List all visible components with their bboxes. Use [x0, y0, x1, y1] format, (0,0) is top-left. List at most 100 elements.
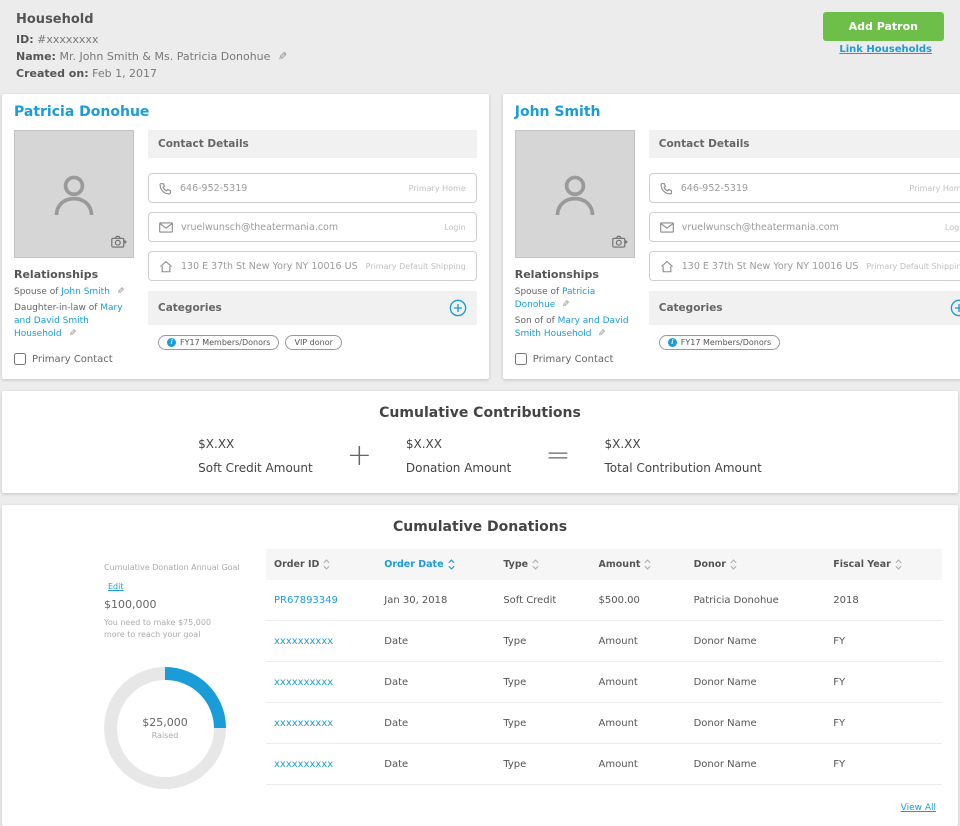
patron-name[interactable]: John Smith [515, 104, 960, 120]
raised-amount: $25,000 [142, 716, 188, 729]
donation-progress-donut: $25,000 Raised [104, 667, 226, 789]
edit-relationship-icon[interactable]: ✎ [117, 286, 125, 299]
relationship-link[interactable]: John Smith [61, 287, 110, 297]
link-households-link[interactable]: Link Households [839, 44, 932, 55]
email-value: vruelwunsch@theatermania.com [682, 222, 839, 233]
category-chip[interactable]: i FY17 Members/Donors [158, 335, 279, 350]
phone-type-label: Primary Home [401, 184, 466, 193]
email-field[interactable]: vruelwunsch@theatermania.com Login [649, 212, 960, 242]
edit-goal-link[interactable]: Edit [108, 582, 124, 591]
fiscal-year-cell: FY [825, 744, 942, 785]
donation-amount-label: Donation Amount [406, 461, 512, 475]
add-category-icon[interactable] [950, 299, 960, 317]
envelope-icon [660, 222, 674, 233]
column-header-order-id[interactable]: Order ID [266, 549, 376, 580]
address-value: 130 E 37th St New Yory NY 10016 US [682, 261, 859, 272]
home-icon [660, 260, 674, 273]
raised-label: Raised [152, 731, 179, 740]
primary-contact-label: Primary Contact [32, 354, 113, 365]
primary-contact-checkbox[interactable] [14, 353, 26, 365]
order-id-link[interactable]: xxxxxxxxxx [266, 703, 376, 744]
address-field[interactable]: 130 E 37th St New Yory NY 10016 US Prima… [649, 251, 960, 281]
fiscal-year-cell: 2018 [825, 580, 942, 621]
order-id-link[interactable]: PR67893349 [266, 580, 376, 621]
donut-center: $25,000 Raised [117, 680, 214, 777]
name-value: Mr. John Smith & Ms. Patricia Donohue [59, 50, 270, 63]
categories-title: Categories [659, 302, 723, 314]
patron-cards-row: Patricia Donohue [2, 94, 958, 379]
page-title: Household [16, 12, 944, 27]
id-label: ID: [16, 33, 34, 46]
relationship-prefix: Daughter-in-law of [14, 303, 100, 313]
fiscal-year-cell: FY [825, 662, 942, 703]
add-patron-button[interactable]: Add Patron [823, 12, 944, 41]
column-header-amount[interactable]: Amount [591, 549, 686, 580]
edit-relationship-icon[interactable]: ✎ [562, 299, 570, 312]
phone-field[interactable]: 646-952-5319 Primary Home [148, 173, 477, 203]
avatar[interactable] [14, 130, 134, 258]
relationship-item: Son of of Mary and David Smith Household… [515, 315, 635, 341]
amount-cell: Amount [591, 662, 686, 703]
category-tags: i FY17 Members/Donors VIP donor [148, 325, 477, 354]
phone-type-label: Primary Home [901, 184, 960, 193]
camera-icon[interactable] [612, 233, 628, 252]
column-header-type[interactable]: Type [495, 549, 590, 580]
category-tags: i FY17 Members/Donors [649, 325, 960, 354]
address-value: 130 E 37th St New Yory NY 10016 US [181, 261, 358, 272]
phone-icon [660, 182, 673, 195]
categories-header: Categories [649, 291, 960, 325]
category-chip-label: FY17 Members/Donors [681, 338, 771, 347]
category-chip[interactable]: i FY17 Members/Donors [659, 335, 780, 350]
patron-name[interactable]: Patricia Donohue [14, 104, 477, 120]
relationship-item: Spouse of John Smith ✎ [14, 286, 134, 299]
column-header-order-date[interactable]: Order Date [376, 549, 495, 580]
contact-fields: 646-952-5319 Primary Home vruelwunsch@th… [148, 158, 477, 291]
primary-contact-checkbox[interactable] [515, 353, 527, 365]
column-header-donor[interactable]: Donor [686, 549, 826, 580]
camera-icon[interactable] [111, 233, 127, 252]
info-icon: i [167, 338, 176, 347]
email-field[interactable]: vruelwunsch@theatermania.com Login [148, 212, 477, 242]
type-cell: Type [495, 662, 590, 703]
cumulative-contributions-card: Cumulative Contributions $X.XX Soft Cred… [2, 391, 958, 493]
contact-details-header: Contact Details [649, 130, 960, 158]
edit-relationship-icon[interactable]: ✎ [69, 328, 77, 341]
cumulative-donations-card: Cumulative Donations Cumulative Donation… [2, 505, 958, 826]
relationship-prefix: Son of of [515, 316, 558, 326]
id-value: #xxxxxxxx [37, 33, 98, 46]
category-chip[interactable]: VIP donor [285, 335, 341, 350]
type-cell: Type [495, 744, 590, 785]
patron-left-column: Relationships Spouse of John Smith ✎ Dau… [14, 130, 134, 365]
add-category-icon[interactable] [449, 299, 467, 317]
table-row: PR67893349 Jan 30, 2018 Soft Credit $500… [266, 580, 942, 621]
view-all-link[interactable]: View All [901, 803, 936, 813]
primary-contact-row[interactable]: Primary Contact [515, 353, 635, 365]
home-icon [159, 260, 173, 273]
primary-contact-row[interactable]: Primary Contact [14, 353, 134, 365]
edit-relationship-icon[interactable]: ✎ [598, 328, 606, 341]
order-id-link[interactable]: xxxxxxxxxx [266, 744, 376, 785]
order-id-link[interactable]: xxxxxxxxxx [266, 621, 376, 662]
relationships-title: Relationships [515, 268, 635, 281]
address-field[interactable]: 130 E 37th St New Yory NY 10016 US Prima… [148, 251, 477, 281]
donor-cell: Patricia Donohue [686, 580, 826, 621]
avatar[interactable] [515, 130, 635, 258]
donation-goal-panel: Cumulative Donation Annual Goal Edit $10… [18, 549, 258, 816]
phone-field[interactable]: 646-952-5319 Primary Home [649, 173, 960, 203]
phone-icon [159, 182, 172, 195]
order-id-link[interactable]: xxxxxxxxxx [266, 662, 376, 703]
contact-details-title: Contact Details [659, 138, 750, 150]
household-name-line: Name: Mr. John Smith & Ms. Patricia Dono… [16, 50, 944, 63]
email-value: vruelwunsch@theatermania.com [181, 222, 338, 233]
table-row: xxxxxxxxxx Date Type Amount Donor Name F… [266, 621, 942, 662]
info-icon: i [668, 338, 677, 347]
patron-card-main: Relationships Spouse of Patricia Donohue… [515, 130, 960, 365]
created-value: Feb 1, 2017 [92, 67, 157, 80]
email-type-label: Login [937, 223, 960, 232]
donations-body: Cumulative Donation Annual Goal Edit $10… [18, 549, 942, 816]
column-header-fiscal-year[interactable]: Fiscal Year [825, 549, 942, 580]
edit-name-icon[interactable]: ✎ [278, 50, 287, 63]
contact-details-title: Contact Details [158, 138, 249, 150]
table-row: xxxxxxxxxx Date Type Amount Donor Name F… [266, 744, 942, 785]
table-row: xxxxxxxxxx Date Type Amount Donor Name F… [266, 662, 942, 703]
